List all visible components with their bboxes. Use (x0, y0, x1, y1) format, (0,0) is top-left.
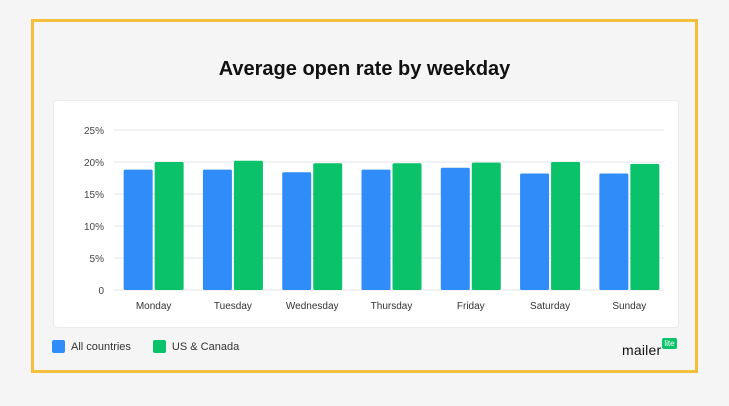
legend-item-all-countries: All countries (52, 340, 131, 353)
bar-us-canada (154, 162, 184, 290)
y-tick-label: 15% (84, 190, 104, 201)
bar-all-countries (361, 169, 391, 290)
chart-title: Average open rate by weekday (218, 58, 511, 80)
legend-swatch-all-countries (52, 340, 65, 353)
logo-badge: lite (662, 338, 677, 349)
x-tick-label: Saturday (530, 301, 570, 312)
x-tick-label: Wednesday (286, 301, 339, 312)
bar-all-countries (202, 169, 232, 290)
x-tick-label: Monday (136, 301, 172, 312)
x-tick-label: Tuesday (214, 301, 252, 312)
x-tick-label: Friday (457, 301, 485, 312)
x-tick-label: Sunday (612, 301, 646, 312)
bar-us-canada (551, 162, 581, 290)
y-tick-label: 0 (98, 286, 104, 297)
logo-text: mailer (622, 342, 662, 358)
bar-us-canada (313, 163, 343, 290)
bar-us-canada (630, 163, 660, 290)
bar-us-canada (471, 162, 501, 290)
bar-us-canada (233, 160, 263, 290)
chart-frame: Average open rate by weekday 0 5% 10% 15% 20… (31, 19, 698, 373)
bar-us-canada (392, 163, 422, 290)
legend-label-us-canada: US & Canada (171, 340, 240, 353)
legend: All countries US & Canada (52, 340, 261, 353)
bar-all-countries (520, 173, 550, 290)
bar-all-countries (599, 173, 629, 290)
y-tick-label: 5% (90, 254, 105, 265)
x-tick-label: Thursday (371, 301, 413, 312)
bar-all-countries (123, 169, 153, 290)
legend-swatch-us-canada (152, 340, 166, 353)
y-tick-label: 20% (84, 158, 104, 169)
bar-all-countries (440, 167, 470, 290)
legend-item-us-canada: US & Canada (152, 340, 240, 353)
mailerlite-logo: mailer lite (622, 338, 677, 358)
bar-chart: 0 5% 10% 15% 20% 25% Monday Tuesday Wednesday Thu… (84, 126, 664, 312)
y-tick-label: 25% (84, 126, 104, 137)
bar-all-countries (282, 172, 312, 290)
y-tick-label: 10% (84, 222, 104, 233)
legend-label-all-countries: All countries (71, 340, 131, 353)
